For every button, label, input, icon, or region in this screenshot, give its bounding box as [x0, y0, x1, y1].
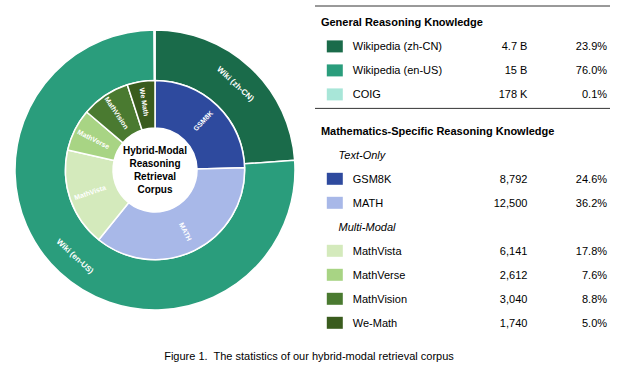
svg-text:0.1%: 0.1%: [582, 88, 607, 100]
svg-text:Hybrid-Modal: Hybrid-Modal: [123, 145, 187, 156]
svg-text:Multi-Modal: Multi-Modal: [339, 221, 396, 233]
svg-text:GSM8K: GSM8K: [192, 109, 214, 132]
svg-text:4.7 B: 4.7 B: [502, 40, 528, 52]
svg-text:Wiki (zh-CN): Wiki (zh-CN): [215, 65, 256, 104]
svg-text:Mathematics-Specific Reasoning: Mathematics-Specific Reasoning Knowledge: [321, 125, 555, 137]
svg-text:Wiki (en-US): Wiki (en-US): [55, 237, 96, 276]
svg-text:Corpus: Corpus: [138, 184, 173, 195]
svg-text:General Reasoning Knowledge: General Reasoning Knowledge: [321, 16, 483, 28]
svg-text:We Math: We Math: [139, 87, 150, 116]
svg-text:We-Math: We-Math: [353, 317, 397, 329]
svg-text:8,792: 8,792: [500, 173, 528, 185]
svg-text:6,141: 6,141: [500, 245, 528, 257]
svg-text:Text-Only: Text-Only: [339, 149, 387, 161]
svg-text:Retrieval: Retrieval: [134, 171, 176, 182]
svg-text:17.8%: 17.8%: [576, 245, 607, 257]
svg-text:MathVerse: MathVerse: [353, 269, 406, 281]
svg-text:3,040: 3,040: [500, 293, 528, 305]
svg-text:36.2%: 36.2%: [576, 197, 607, 209]
svg-text:MathVerse: MathVerse: [76, 128, 110, 150]
svg-text:MathVision: MathVision: [103, 95, 130, 130]
svg-text:2,612: 2,612: [500, 269, 528, 281]
svg-text:1,740: 1,740: [500, 317, 528, 329]
svg-text:COIG: COIG: [353, 88, 381, 100]
svg-text:8.8%: 8.8%: [582, 293, 607, 305]
svg-text:Wikipedia (en-US): Wikipedia (en-US): [353, 64, 442, 76]
svg-text:7.6%: 7.6%: [582, 269, 607, 281]
svg-text:76.0%: 76.0%: [576, 64, 607, 76]
svg-text:Reasoning: Reasoning: [129, 158, 180, 169]
svg-text:MATH: MATH: [178, 221, 193, 242]
svg-text:178 K: 178 K: [499, 88, 528, 100]
svg-text:15 B: 15 B: [505, 64, 528, 76]
svg-text:5.0%: 5.0%: [582, 317, 607, 329]
svg-text:MathVista: MathVista: [353, 245, 403, 257]
svg-text:MathVision: MathVision: [353, 293, 407, 305]
svg-text:24.6%: 24.6%: [576, 173, 607, 185]
svg-text:MathVista: MathVista: [73, 184, 106, 201]
svg-text:12,500: 12,500: [494, 197, 528, 209]
svg-text:GSM8K: GSM8K: [353, 173, 392, 185]
svg-text:Figure 1. The statistics of o: Figure 1. The statistics of our hybrid-m…: [164, 350, 454, 362]
svg-text:Wikipedia (zh-CN): Wikipedia (zh-CN): [353, 40, 442, 52]
svg-text:23.9%: 23.9%: [576, 40, 607, 52]
svg-text:MATH: MATH: [353, 197, 383, 209]
